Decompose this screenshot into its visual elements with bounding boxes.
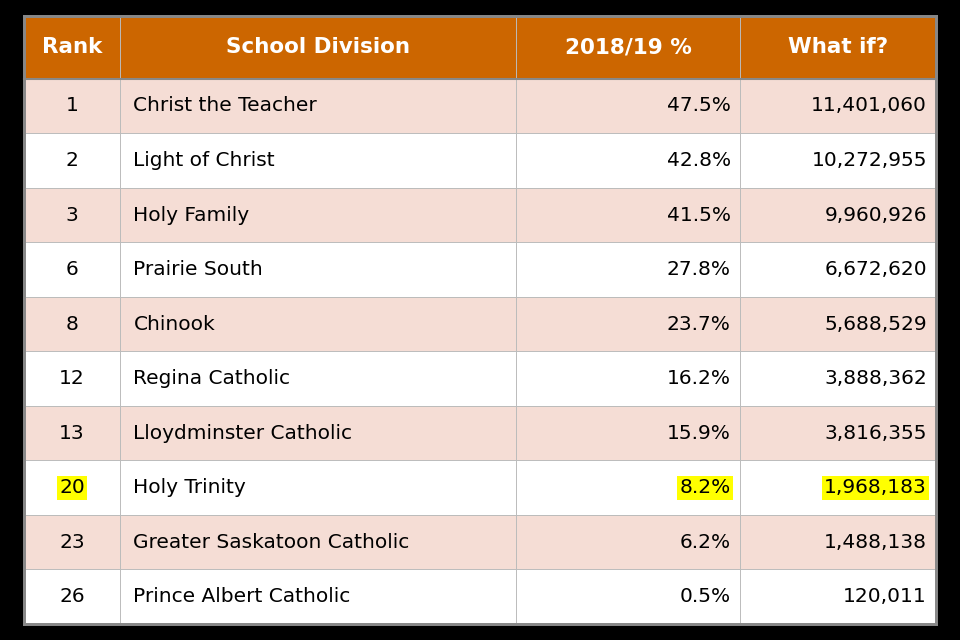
Text: 2: 2	[65, 151, 79, 170]
Text: Prince Albert Catholic: Prince Albert Catholic	[133, 588, 350, 606]
Text: 1,968,183: 1,968,183	[824, 478, 927, 497]
Text: What if?: What if?	[788, 37, 888, 58]
Bar	[120, 406, 516, 460]
Bar	[24, 133, 120, 188]
Bar	[740, 188, 936, 243]
Text: 6.2%: 6.2%	[680, 532, 731, 552]
Bar	[24, 16, 120, 79]
Text: 1: 1	[65, 97, 79, 115]
Bar	[120, 188, 516, 243]
Text: 8.2%: 8.2%	[680, 478, 731, 497]
Text: 11,401,060: 11,401,060	[811, 97, 927, 115]
Text: Rank: Rank	[41, 37, 102, 58]
Bar	[120, 16, 516, 79]
Bar	[516, 297, 740, 351]
Text: 47.5%: 47.5%	[667, 97, 731, 115]
Bar	[740, 133, 936, 188]
Bar	[120, 243, 516, 297]
Bar	[24, 243, 120, 297]
Bar	[740, 79, 936, 133]
Bar	[740, 297, 936, 351]
Bar	[516, 188, 740, 243]
Text: Holy Family: Holy Family	[133, 205, 250, 225]
Bar	[120, 133, 516, 188]
Text: 5,688,529: 5,688,529	[825, 315, 927, 333]
Bar	[516, 351, 740, 406]
Text: 27.8%: 27.8%	[667, 260, 731, 279]
Text: 120,011: 120,011	[843, 588, 927, 606]
Bar	[740, 243, 936, 297]
Text: 6: 6	[65, 260, 79, 279]
Text: Prairie South: Prairie South	[133, 260, 263, 279]
Text: Greater Saskatoon Catholic: Greater Saskatoon Catholic	[133, 532, 410, 552]
Text: 20: 20	[59, 478, 84, 497]
Bar	[516, 460, 740, 515]
Text: Light of Christ: Light of Christ	[133, 151, 276, 170]
Text: 8: 8	[65, 315, 79, 333]
Bar	[740, 515, 936, 570]
Text: Holy Trinity: Holy Trinity	[133, 478, 246, 497]
Bar	[740, 351, 936, 406]
Text: 2018/19 %: 2018/19 %	[564, 37, 691, 58]
Bar	[24, 297, 120, 351]
Bar	[516, 515, 740, 570]
Text: Christ the Teacher: Christ the Teacher	[133, 97, 317, 115]
Text: 26: 26	[60, 588, 84, 606]
Bar	[516, 406, 740, 460]
Text: 16.2%: 16.2%	[667, 369, 731, 388]
Text: 15.9%: 15.9%	[667, 424, 731, 443]
Text: 41.5%: 41.5%	[667, 205, 731, 225]
Bar	[120, 79, 516, 133]
Text: 6,672,620: 6,672,620	[825, 260, 927, 279]
Text: 0.5%: 0.5%	[680, 588, 731, 606]
Text: Regina Catholic: Regina Catholic	[133, 369, 291, 388]
Bar	[740, 460, 936, 515]
Bar	[120, 297, 516, 351]
Text: 3: 3	[65, 205, 79, 225]
Bar	[516, 570, 740, 624]
Text: 10,272,955: 10,272,955	[811, 151, 927, 170]
Bar	[120, 515, 516, 570]
Text: 1,488,138: 1,488,138	[824, 532, 927, 552]
Text: 23: 23	[60, 532, 84, 552]
Bar	[24, 570, 120, 624]
Text: 3,816,355: 3,816,355	[825, 424, 927, 443]
Text: 23.7%: 23.7%	[667, 315, 731, 333]
Bar	[740, 406, 936, 460]
Bar	[740, 16, 936, 79]
Bar	[516, 243, 740, 297]
Text: Lloydminster Catholic: Lloydminster Catholic	[133, 424, 352, 443]
Text: School Division: School Division	[227, 37, 410, 58]
Bar	[24, 188, 120, 243]
Bar	[120, 351, 516, 406]
Bar	[516, 133, 740, 188]
Bar	[24, 460, 120, 515]
Bar	[24, 351, 120, 406]
Text: 9,960,926: 9,960,926	[825, 205, 927, 225]
Bar	[516, 16, 740, 79]
Text: Chinook: Chinook	[133, 315, 215, 333]
Bar	[24, 79, 120, 133]
Text: 3,888,362: 3,888,362	[824, 369, 927, 388]
Bar	[516, 79, 740, 133]
Text: 12: 12	[59, 369, 84, 388]
Bar	[740, 570, 936, 624]
Bar	[120, 460, 516, 515]
Bar	[24, 515, 120, 570]
Bar	[24, 406, 120, 460]
Bar	[120, 570, 516, 624]
Text: 42.8%: 42.8%	[666, 151, 731, 170]
Text: 13: 13	[60, 424, 84, 443]
